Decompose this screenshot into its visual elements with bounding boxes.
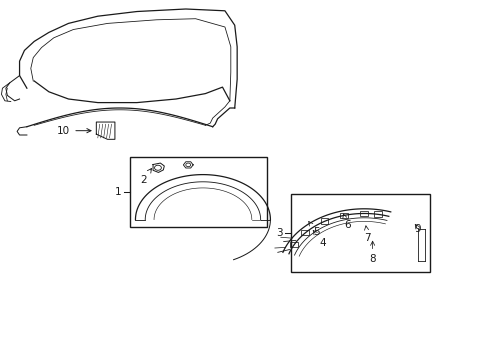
Text: 10: 10 [57, 126, 91, 136]
Text: 9: 9 [414, 224, 421, 234]
Bar [301, 230, 308, 235]
Bar [129, 157, 266, 227]
Text: 2: 2 [140, 168, 151, 185]
Bar [373, 211, 381, 216]
Text: 4: 4 [312, 230, 325, 248]
Text: 1: 1 [115, 187, 122, 197]
Text: 8: 8 [368, 241, 375, 264]
Bar [289, 242, 297, 247]
Bar [290, 194, 429, 272]
Bar [320, 219, 328, 224]
Text: 5: 5 [308, 221, 319, 237]
Bar [360, 211, 367, 216]
Text: 6: 6 [342, 214, 350, 230]
Text: 3: 3 [276, 228, 283, 238]
Text: 7: 7 [364, 226, 370, 243]
Bar [339, 213, 347, 218]
